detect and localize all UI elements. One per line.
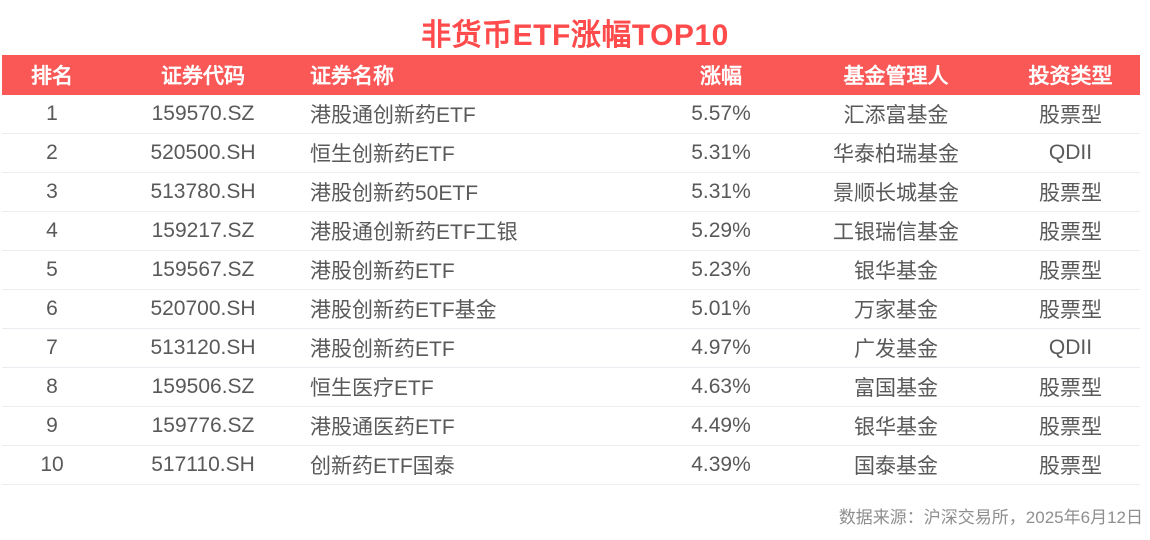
rank-cell: 9: [2, 406, 102, 446]
code-cell: 513780.SH: [102, 172, 304, 212]
type-cell: 股票型: [1001, 289, 1140, 329]
type-cell: 股票型: [1001, 445, 1140, 485]
pct-cell: 5.57%: [651, 95, 791, 134]
etf-table-header: 排名 证券代码 证券名称 涨幅 基金管理人 投资类型: [2, 55, 1140, 95]
manager-cell: 华泰柏瑞基金: [791, 133, 1001, 173]
name-cell: 恒生创新药ETF: [304, 133, 651, 173]
table-row: 9 159776.SZ 港股通医药ETF 4.49% 银华基金 股票型: [2, 406, 1140, 446]
col-header-code: 证券代码: [102, 55, 304, 95]
table-row: 2 520500.SH 恒生创新药ETF 5.31% 华泰柏瑞基金 QDII: [2, 133, 1140, 173]
manager-cell: 银华基金: [791, 406, 1001, 446]
etf-table: 排名 证券代码 证券名称 涨幅 基金管理人 投资类型 1 159570.SZ 港股通…: [2, 55, 1140, 485]
name-cell: 港股通创新药ETF工银: [304, 211, 651, 251]
name-cell: 创新药ETF国泰: [304, 445, 651, 485]
manager-cell: 广发基金: [791, 328, 1001, 368]
name-cell: 港股通医药ETF: [304, 406, 651, 446]
data-source-note: 数据来源：沪深交易所，2025年6月12日: [838, 508, 1143, 527]
table-row: 10 517110.SH 创新药ETF国泰 4.39% 国泰基金 股票型: [2, 445, 1140, 485]
manager-cell: 银华基金: [791, 250, 1001, 290]
type-cell: 股票型: [1001, 95, 1140, 134]
type-cell: 股票型: [1001, 172, 1140, 212]
pct-cell: 5.29%: [651, 211, 791, 251]
pct-cell: 5.23%: [651, 250, 791, 290]
manager-cell: 万家基金: [791, 289, 1001, 329]
rank-cell: 1: [2, 95, 102, 134]
rank-cell: 10: [2, 445, 102, 485]
code-cell: 159567.SZ: [102, 250, 304, 290]
etf-table-body: 1 159570.SZ 港股通创新药ETF 5.57% 汇添富基金 股票型 2 520500.…: [2, 95, 1140, 485]
type-cell: 股票型: [1001, 211, 1140, 251]
type-cell: QDII: [1001, 328, 1140, 368]
rank-cell: 5: [2, 250, 102, 290]
code-cell: 159570.SZ: [102, 95, 304, 134]
rank-cell: 2: [2, 133, 102, 173]
pct-cell: 4.63%: [651, 367, 791, 407]
code-cell: 520500.SH: [102, 133, 304, 173]
col-header-pct: 涨幅: [651, 55, 791, 95]
rank-cell: 7: [2, 328, 102, 368]
type-cell: 股票型: [1001, 250, 1140, 290]
table-row: 1 159570.SZ 港股通创新药ETF 5.57% 汇添富基金 股票型: [2, 95, 1140, 134]
code-cell: 159776.SZ: [102, 406, 304, 446]
rank-cell: 6: [2, 289, 102, 329]
rank-cell: 3: [2, 172, 102, 212]
col-header-name: 证券名称: [304, 55, 651, 95]
table-row: 5 159567.SZ 港股创新药ETF 5.23% 银华基金 股票型: [2, 250, 1140, 290]
pct-cell: 5.31%: [651, 133, 791, 173]
pct-cell: 5.31%: [651, 172, 791, 212]
rank-cell: 8: [2, 367, 102, 407]
manager-cell: 汇添富基金: [791, 95, 1001, 134]
manager-cell: 富国基金: [791, 367, 1001, 407]
manager-cell: 工银瑞信基金: [791, 211, 1001, 251]
page-title: 非货币ETF涨幅TOP10: [421, 19, 729, 52]
name-cell: 港股通创新药ETF: [304, 95, 651, 134]
type-cell: 股票型: [1001, 367, 1140, 407]
name-cell: 恒生医疗ETF: [304, 367, 651, 407]
header-row: 排名 证券代码 证券名称 涨幅 基金管理人 投资类型: [2, 55, 1140, 95]
table-row: 4 159217.SZ 港股通创新药ETF工银 5.29% 工银瑞信基金 股票型: [2, 211, 1140, 251]
rank-cell: 4: [2, 211, 102, 251]
pct-cell: 4.39%: [651, 445, 791, 485]
table-row: 6 520700.SH 港股创新药ETF基金 5.01% 万家基金 股票型: [2, 289, 1140, 329]
code-cell: 513120.SH: [102, 328, 304, 368]
name-cell: 港股创新药ETF基金: [304, 289, 651, 329]
pct-cell: 5.01%: [651, 289, 791, 329]
table-row: 8 159506.SZ 恒生医疗ETF 4.63% 富国基金 股票型: [2, 367, 1140, 407]
table-row: 7 513120.SH 港股创新药ETF 4.97% 广发基金 QDII: [2, 328, 1140, 368]
manager-cell: 景顺长城基金: [791, 172, 1001, 212]
type-cell: QDII: [1001, 133, 1140, 173]
col-header-manager: 基金管理人: [791, 55, 1001, 95]
type-cell: 股票型: [1001, 406, 1140, 446]
table-row: 3 513780.SH 港股创新药50ETF 5.31% 景顺长城基金 股票型: [2, 172, 1140, 212]
name-cell: 港股创新药ETF: [304, 250, 651, 290]
col-header-type: 投资类型: [1001, 55, 1140, 95]
code-cell: 159506.SZ: [102, 367, 304, 407]
code-cell: 159217.SZ: [102, 211, 304, 251]
manager-cell: 国泰基金: [791, 445, 1001, 485]
pct-cell: 4.49%: [651, 406, 791, 446]
name-cell: 港股创新药50ETF: [304, 172, 651, 212]
code-cell: 517110.SH: [102, 445, 304, 485]
code-cell: 520700.SH: [102, 289, 304, 329]
name-cell: 港股创新药ETF: [304, 328, 651, 368]
col-header-rank: 排名: [2, 55, 102, 95]
pct-cell: 4.97%: [651, 328, 791, 368]
